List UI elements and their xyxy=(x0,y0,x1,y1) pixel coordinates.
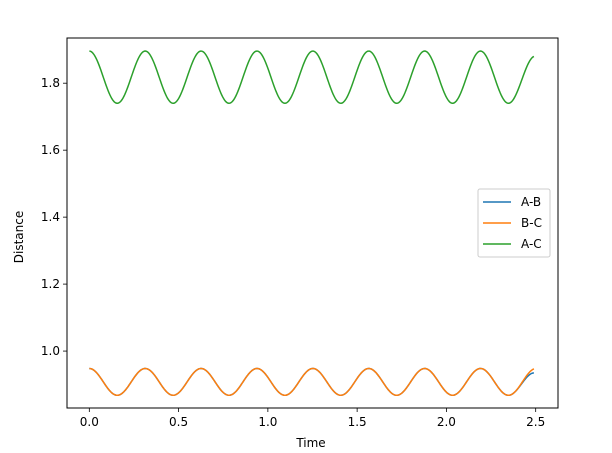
legend-label-b-c: B-C xyxy=(521,216,542,230)
x-tick-label: 2.5 xyxy=(526,415,545,429)
x-tick-label: 1.5 xyxy=(348,415,367,429)
y-tick-label: 1.4 xyxy=(41,210,60,224)
x-axis-label: Time xyxy=(295,436,325,450)
legend: A-B B-C A-C xyxy=(477,188,551,258)
legend-box xyxy=(477,188,551,258)
y-axis-ticks: 1.0 1.2 1.4 1.6 1.8 xyxy=(41,76,67,358)
x-axis-ticks: 0.0 0.5 1.0 1.5 2.0 2.5 xyxy=(80,408,545,429)
series-line-b-c xyxy=(89,367,535,397)
y-tick-label: 1.0 xyxy=(41,344,60,358)
x-tick-label: 0.5 xyxy=(169,415,188,429)
legend-label-a-b: A-B xyxy=(521,195,541,209)
plot-lines xyxy=(89,50,535,397)
x-tick-label: 1.0 xyxy=(258,415,277,429)
y-tick-label: 1.8 xyxy=(41,76,60,90)
y-tick-label: 1.2 xyxy=(41,277,60,291)
series-line-a-c xyxy=(89,50,535,105)
plot-frame xyxy=(66,37,559,409)
x-tick-label: 0.0 xyxy=(80,415,99,429)
legend-label-a-c: A-C xyxy=(521,237,542,251)
y-axis-label: Distance xyxy=(12,211,26,263)
y-tick-label: 1.6 xyxy=(41,143,60,157)
x-tick-label: 2.0 xyxy=(437,415,456,429)
